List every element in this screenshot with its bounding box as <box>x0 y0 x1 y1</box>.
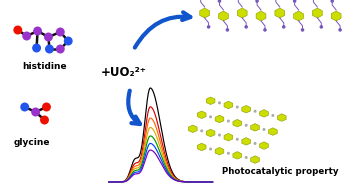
Circle shape <box>255 0 259 3</box>
Circle shape <box>40 115 49 125</box>
Circle shape <box>200 129 203 132</box>
Polygon shape <box>237 8 247 18</box>
Circle shape <box>263 28 267 32</box>
Polygon shape <box>200 8 210 18</box>
Circle shape <box>20 102 29 112</box>
Circle shape <box>244 25 248 29</box>
Circle shape <box>263 128 265 131</box>
Circle shape <box>209 148 212 151</box>
Circle shape <box>226 28 229 32</box>
Text: histidine: histidine <box>22 62 67 71</box>
Circle shape <box>209 115 212 118</box>
Polygon shape <box>233 152 242 159</box>
Circle shape <box>33 26 42 36</box>
Circle shape <box>338 28 342 32</box>
Polygon shape <box>259 142 268 149</box>
Circle shape <box>56 44 65 53</box>
Circle shape <box>245 156 248 159</box>
Circle shape <box>227 152 230 155</box>
Polygon shape <box>215 147 224 155</box>
Polygon shape <box>294 11 304 21</box>
Circle shape <box>45 44 54 53</box>
Polygon shape <box>269 128 277 135</box>
Polygon shape <box>206 129 215 137</box>
Text: +UO₂²⁺: +UO₂²⁺ <box>101 66 146 78</box>
Polygon shape <box>197 111 206 119</box>
Circle shape <box>236 105 239 108</box>
Polygon shape <box>219 11 228 21</box>
Polygon shape <box>277 114 286 121</box>
Circle shape <box>32 43 41 53</box>
Polygon shape <box>251 156 259 163</box>
Circle shape <box>293 0 297 3</box>
Polygon shape <box>242 138 251 145</box>
Circle shape <box>253 142 257 145</box>
Circle shape <box>13 26 22 35</box>
Circle shape <box>218 0 221 3</box>
Text: glycine: glycine <box>13 138 50 147</box>
Circle shape <box>236 138 239 141</box>
Polygon shape <box>197 143 206 151</box>
Polygon shape <box>189 125 197 132</box>
Circle shape <box>227 120 230 122</box>
Polygon shape <box>251 124 259 131</box>
Polygon shape <box>206 97 215 105</box>
Polygon shape <box>224 101 233 109</box>
Circle shape <box>56 28 65 36</box>
Polygon shape <box>242 105 251 113</box>
Circle shape <box>330 0 334 3</box>
Polygon shape <box>312 8 322 18</box>
Polygon shape <box>215 115 224 123</box>
Circle shape <box>245 124 248 127</box>
Polygon shape <box>331 11 341 21</box>
Polygon shape <box>224 133 233 141</box>
Circle shape <box>42 102 51 112</box>
Polygon shape <box>256 11 266 21</box>
Circle shape <box>253 110 257 113</box>
Circle shape <box>44 33 53 42</box>
Polygon shape <box>275 8 285 18</box>
Polygon shape <box>259 110 268 117</box>
Text: Photocatalytic property: Photocatalytic property <box>222 167 338 177</box>
Circle shape <box>282 25 286 29</box>
Circle shape <box>319 25 323 29</box>
Circle shape <box>301 28 304 32</box>
Polygon shape <box>233 119 242 127</box>
Circle shape <box>218 134 221 136</box>
Circle shape <box>64 36 73 46</box>
Circle shape <box>22 32 31 40</box>
Circle shape <box>207 25 210 29</box>
Circle shape <box>271 114 274 117</box>
Circle shape <box>31 108 40 116</box>
Circle shape <box>218 101 221 104</box>
